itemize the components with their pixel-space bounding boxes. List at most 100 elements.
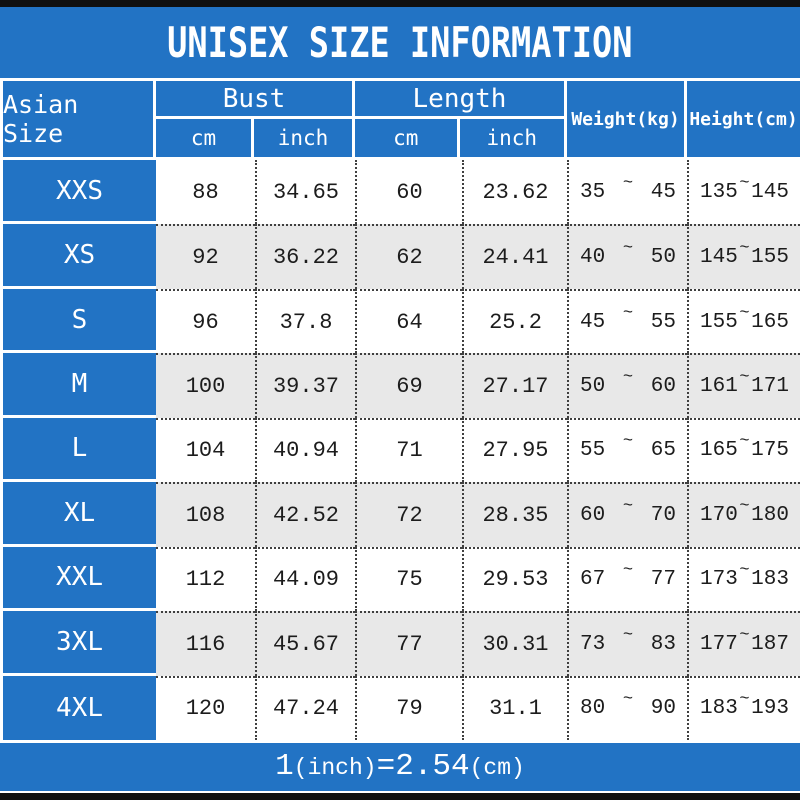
table-header: Asian Size Bust cm inch Length cm inch W… [0,78,800,160]
bust-inch-value: 45.67 [255,611,355,676]
size-label: XXL [0,546,156,612]
weight-min-value: 80 [580,697,606,721]
tilde-glyph: ~ [739,432,750,452]
weight-max-value: 77 [650,568,676,592]
weight-range: 67 ~ 77 [567,546,687,612]
bust-cm-value: 116 [156,611,255,676]
table-row: XS 92 36.22 62 24.41 40 ~ 50 145 ~ 155 [0,224,800,289]
height-max-value: 183 [751,568,789,592]
weight-min-value: 45 [580,310,606,334]
table-row: XL 108 42.52 72 28.35 60 ~ 70 170 ~ 180 [0,482,800,547]
tilde-glyph: ~ [739,303,750,323]
weight-max-value: 55 [650,310,676,334]
bust-inch-value: 37.8 [255,288,355,354]
length-inch-value: 28.35 [462,482,567,547]
height-min-value: 165 [700,439,738,463]
weight-range: 60 ~ 70 [567,482,687,547]
bust-subheader-row: cm inch [156,119,352,157]
height-range: 135 ~ 145 [687,160,800,225]
length-inch-value: 30.31 [462,611,567,676]
length-cm-value: 60 [355,160,462,225]
tilde-glyph: ~ [622,561,634,581]
bust-cm-subheader: cm [156,119,254,157]
bust-cm-value: 100 [156,353,255,418]
length-cm-subheader: cm [355,119,460,157]
height-max-value: 165 [751,310,789,334]
weight-max-value: 65 [650,439,676,463]
asian-size-column-header: Asian Size [0,81,156,157]
note-inch-unit: (inch) [293,755,377,781]
bust-group-header: Bust cm inch [156,81,355,157]
length-cm-value: 72 [355,482,462,547]
tilde-glyph: ~ [622,173,634,193]
height-range: 183 ~ 193 [687,675,800,740]
tilde-glyph: ~ [739,690,750,710]
size-label: 4XL [0,675,156,740]
length-label: Length [355,81,564,116]
table-body: XXS 88 34.65 60 23.62 35 ~ 45 135 ~ 145 … [0,160,800,740]
length-cm-value: 64 [355,288,462,354]
tilde-glyph: ~ [739,625,750,645]
conversion-note: 1 (inch) =2.54 (cm) [0,740,800,793]
weight-min-value: 40 [580,246,606,270]
page-title: UNISEX SIZE INFORMATION [167,18,633,67]
length-inch-value: 23.62 [462,160,567,225]
height-range: 155 ~ 165 [687,288,800,354]
bust-inch-value: 40.94 [255,417,355,483]
height-max-value: 155 [751,246,789,270]
bust-inch-value: 34.65 [255,160,355,225]
weight-max-value: 60 [650,375,676,399]
bust-inch-value: 44.09 [255,546,355,612]
height-column-header: Height(cm) [687,81,800,157]
tilde-glyph: ~ [622,303,634,323]
bust-cm-value: 88 [156,160,255,225]
length-cm-value: 79 [355,675,462,740]
weight-max-value: 83 [650,632,676,656]
weight-min-value: 50 [580,375,606,399]
height-max-value: 175 [751,439,789,463]
bust-label: Bust [156,81,352,116]
height-range: 145 ~ 155 [687,224,800,289]
bust-cm-value: 120 [156,675,255,740]
size-label: M [0,353,156,418]
tilde-glyph: ~ [739,496,750,516]
tilde-glyph: ~ [622,690,634,710]
length-inch-value: 24.41 [462,224,567,289]
length-subheader-row: cm inch [355,119,564,157]
top-frame-bar [0,0,800,7]
table-row: 3XL 116 45.67 77 30.31 73 ~ 83 177 ~ 187 [0,611,800,676]
height-range: 161 ~ 171 [687,353,800,418]
size-label: 3XL [0,611,156,676]
weight-min-value: 35 [580,180,606,204]
height-min-value: 161 [700,375,738,399]
table-row: M 100 39.37 69 27.17 50 ~ 60 161 ~ 171 [0,353,800,418]
height-max-value: 171 [751,375,789,399]
size-label: S [0,288,156,354]
length-cm-value: 71 [355,417,462,483]
height-range: 177 ~ 187 [687,611,800,676]
tilde-glyph: ~ [739,561,750,581]
table-row: 4XL 120 47.24 79 31.1 80 ~ 90 183 ~ 193 [0,675,800,740]
length-inch-subheader: inch [459,119,564,157]
height-min-value: 183 [700,697,738,721]
height-range: 170 ~ 180 [687,482,800,547]
length-inch-value: 27.95 [462,417,567,483]
table-row: L 104 40.94 71 27.95 55 ~ 65 165 ~ 175 [0,417,800,483]
title-band: UNISEX SIZE INFORMATION [0,7,800,78]
weight-range: 73 ~ 83 [567,611,687,676]
weight-column-header: Weight(kg) [567,81,687,157]
height-max-value: 187 [751,632,789,656]
weight-range: 50 ~ 60 [567,353,687,418]
height-range: 165 ~ 175 [687,417,800,483]
weight-range: 35 ~ 45 [567,160,687,225]
length-inch-value: 29.53 [462,546,567,612]
bust-inch-value: 47.24 [255,675,355,740]
weight-min-value: 73 [580,632,606,656]
note-cm-unit: (cm) [469,755,525,781]
weight-range: 45 ~ 55 [567,288,687,354]
tilde-glyph: ~ [739,368,750,388]
height-min-value: 177 [700,632,738,656]
tilde-glyph: ~ [739,239,750,259]
bust-cm-value: 104 [156,417,255,483]
